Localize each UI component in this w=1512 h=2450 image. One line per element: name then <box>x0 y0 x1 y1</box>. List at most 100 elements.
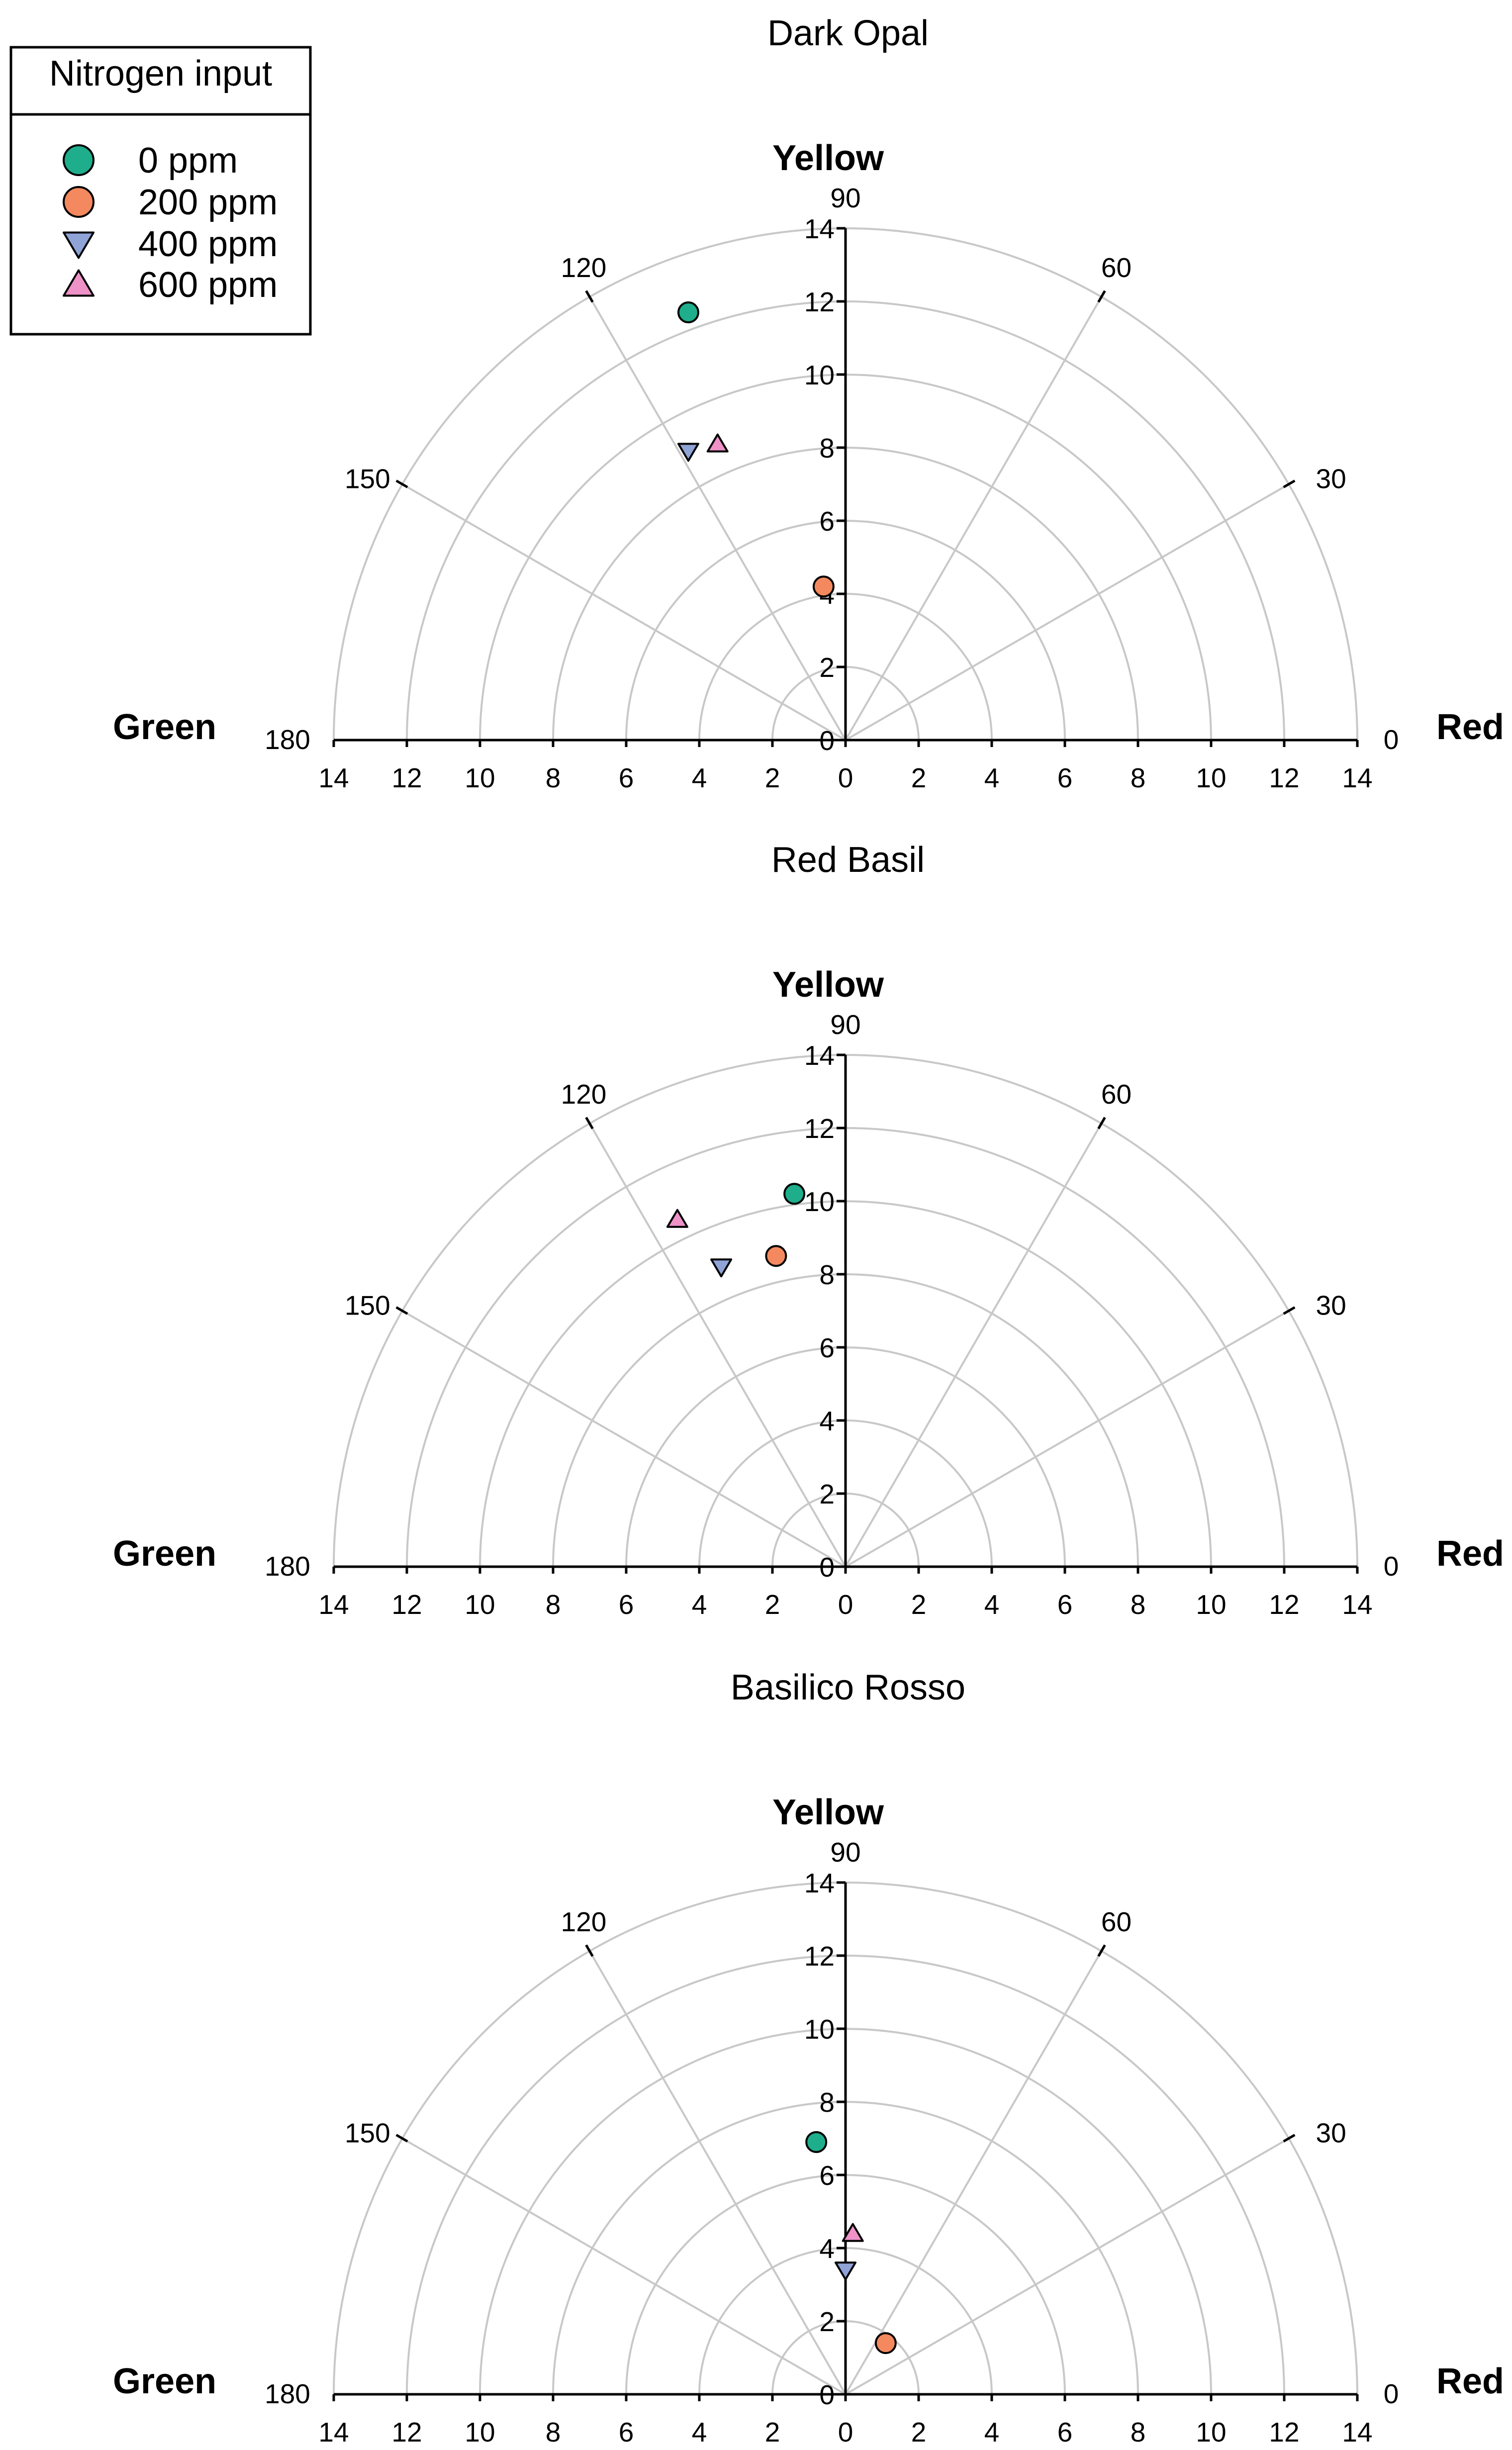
x-tick-label: 10 <box>1196 1589 1226 1620</box>
r-tick-label: 10 <box>804 2014 835 2045</box>
grid-spoke <box>845 1123 1103 1568</box>
grid-spoke <box>845 1310 1290 1568</box>
x-tick-label: 4 <box>984 2417 1000 2448</box>
x-tick-label: 0 <box>838 2417 853 2448</box>
angle-label: 180 <box>265 724 310 755</box>
data-point-600-ppm <box>842 2223 864 2242</box>
x-tick-label: 14 <box>318 762 349 793</box>
r-tick-label: 6 <box>819 506 835 537</box>
x-tick-label: 8 <box>1131 2417 1146 2448</box>
polar-chart-panel: Basilico Rosso 14 12 10 8 6 4 2 0 2 4 6 8 10 12 14 0 2 4 6 8… <box>113 1668 1504 2448</box>
angle-tick <box>585 1117 594 1130</box>
x-tick-label: 4 <box>692 2417 707 2448</box>
angle-tick <box>395 479 408 488</box>
data-point-600-ppm <box>706 433 729 453</box>
grid-spoke <box>401 2137 847 2395</box>
angle-label: 0 <box>1384 724 1399 755</box>
angle-label: 120 <box>561 252 607 283</box>
r-tick-label: 10 <box>804 1186 835 1217</box>
x-tick-label: 10 <box>465 2417 495 2448</box>
angle-tick <box>395 2134 408 2143</box>
x-tick-label: 8 <box>1131 1589 1146 1620</box>
r-tick-label: 0 <box>819 1552 835 1583</box>
x-tick-label: 12 <box>391 2417 422 2448</box>
grid-spoke <box>845 296 1103 741</box>
axis-word-yellow: Yellow <box>772 138 884 178</box>
x-tick-label: 4 <box>984 1589 1000 1620</box>
x-tick-label: 12 <box>391 1589 422 1620</box>
chart-title: Basilico Rosso <box>731 1668 965 1707</box>
r-tick-label: 10 <box>804 360 835 390</box>
angle-label: 90 <box>830 183 860 213</box>
data-point-400-ppm <box>710 1258 733 1278</box>
data-point-0-ppm <box>677 301 699 324</box>
r-tick-label: 4 <box>819 2233 835 2264</box>
axis-word-red: Red <box>1436 2361 1504 2401</box>
r-tick-label: 2 <box>819 2306 835 2337</box>
angle-label: 60 <box>1101 1906 1132 1937</box>
r-tick-label: 8 <box>819 2087 835 2118</box>
grid-spoke <box>588 296 847 741</box>
grid-spoke <box>401 1310 847 1568</box>
angle-label: 30 <box>1316 1290 1346 1321</box>
legend-marker-triangle-up <box>63 269 94 297</box>
data-point-200-ppm <box>812 575 835 598</box>
axis-word-green: Green <box>113 1534 216 1574</box>
r-tick-label: 12 <box>804 286 835 317</box>
angle-label: 60 <box>1101 252 1132 283</box>
x-tick-label: 4 <box>692 762 707 793</box>
x-tick-label: 10 <box>465 1589 495 1620</box>
angle-label: 180 <box>265 2378 310 2409</box>
x-tick-label: 2 <box>765 762 780 793</box>
x-tick-label: 10 <box>465 762 495 793</box>
x-tick-label: 6 <box>619 2417 634 2448</box>
angle-tick <box>1097 1117 1106 1130</box>
grid-spoke <box>845 483 1290 741</box>
axis-word-red: Red <box>1436 1534 1504 1574</box>
legend-marker-circle <box>63 144 94 176</box>
axis-word-yellow: Yellow <box>772 965 884 1005</box>
angle-label: 150 <box>345 2118 390 2149</box>
grid-spoke <box>588 1123 847 1568</box>
r-tick-label: 2 <box>819 1479 835 1509</box>
x-tick-label: 6 <box>619 762 634 793</box>
legend-label: 200 ppm <box>138 183 278 222</box>
x-tick-label: 14 <box>1342 2417 1372 2448</box>
angle-label: 90 <box>830 1837 860 1868</box>
axis-word-red: Red <box>1436 707 1504 747</box>
x-tick-label: 14 <box>1342 1589 1372 1620</box>
x-tick-label: 14 <box>1342 762 1372 793</box>
x-tick-label: 12 <box>1269 762 1299 793</box>
angle-label: 150 <box>345 1290 390 1321</box>
r-tick-label: 8 <box>819 1259 835 1290</box>
x-tick-label: 12 <box>1269 2417 1299 2448</box>
angle-label: 120 <box>561 1079 607 1110</box>
axis-word-green: Green <box>113 707 216 747</box>
grid-spoke <box>588 1950 847 2395</box>
angle-tick <box>1283 479 1296 488</box>
x-tick-label: 2 <box>911 762 927 793</box>
legend-label: 400 ppm <box>138 224 278 264</box>
grid-spoke <box>845 2137 1290 2395</box>
angle-tick <box>1283 1306 1296 1315</box>
x-tick-label: 14 <box>318 2417 349 2448</box>
axis-word-yellow: Yellow <box>772 1792 884 1832</box>
angle-label: 150 <box>345 464 390 494</box>
legend-marker-triangle-down <box>63 231 94 259</box>
x-tick-label: 12 <box>391 762 422 793</box>
r-tick-label: 0 <box>819 2379 835 2410</box>
angle-tick <box>585 1944 594 1957</box>
angle-label: 120 <box>561 1906 607 1937</box>
r-tick-label: 12 <box>804 1941 835 1972</box>
angle-label: 30 <box>1316 464 1346 494</box>
data-point-400-ppm <box>677 443 699 462</box>
data-point-200-ppm <box>765 1245 787 1267</box>
legend-title: Nitrogen input <box>49 54 272 94</box>
x-tick-label: 2 <box>911 1589 927 1620</box>
polar-chart-panel: Dark Opal1412108642024681012140246810121… <box>113 13 1504 793</box>
r-tick-label: 6 <box>819 1332 835 1363</box>
angle-label: 0 <box>1384 1551 1399 1582</box>
angle-tick <box>585 290 594 303</box>
